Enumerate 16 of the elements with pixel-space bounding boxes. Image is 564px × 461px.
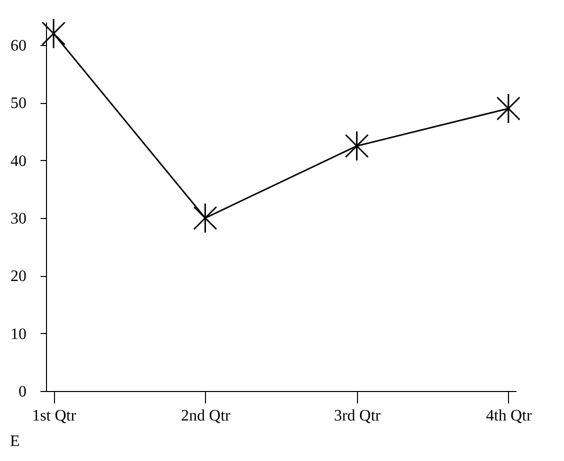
y-tick-label: 20 <box>10 268 26 286</box>
y-tick-label: 30 <box>10 210 26 228</box>
point <box>496 93 520 124</box>
point <box>42 18 66 49</box>
y-tick-label: 10 <box>10 326 26 343</box>
y-tick-label: 40 <box>10 152 26 170</box>
point <box>344 130 369 162</box>
y-tick-label: 50 <box>10 95 26 112</box>
text: E <box>10 433 20 450</box>
x-tick-label: 2nd Qtr <box>181 408 232 424</box>
y-tick-label: 60 <box>10 38 26 55</box>
point <box>193 202 218 234</box>
x-tick-label: 3rd Qtr <box>334 408 382 424</box>
x-tick-label: 1st Qtr <box>32 408 77 424</box>
x-tick-label: 4th Qtr <box>486 408 532 424</box>
y-tick-label: 0 <box>18 384 26 400</box>
